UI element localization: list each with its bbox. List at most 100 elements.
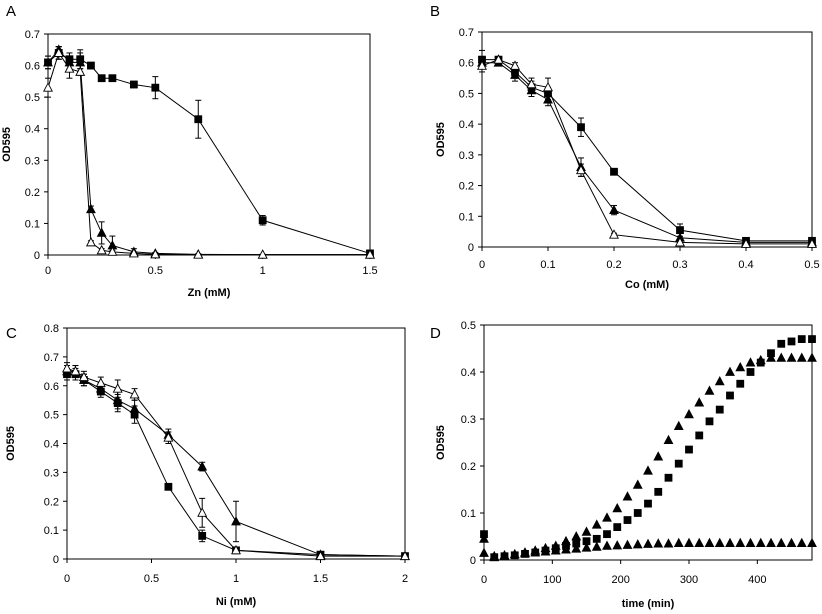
y-tick-label: 0.4 — [461, 367, 476, 379]
data-point-filled-triangle — [612, 502, 623, 513]
data-point-open-triangle — [197, 507, 208, 517]
data-point-filled-triangle — [643, 465, 653, 475]
data-point-filled-square — [87, 61, 95, 70]
x-tick-label: 0 — [45, 265, 51, 277]
data-point-filled-triangle — [632, 539, 643, 549]
x-axis-title: Ni (mM) — [216, 596, 257, 608]
data-point-filled-triangle — [43, 57, 53, 67]
x-tick-label: 0.1 — [540, 259, 555, 271]
y-tick-label: 0.7 — [459, 27, 474, 39]
data-point-filled-triangle — [745, 357, 756, 367]
y-axis-title: OD595 — [5, 426, 17, 461]
data-point-filled-triangle — [663, 434, 674, 445]
series-line — [482, 62, 812, 243]
series-3 — [479, 533, 817, 561]
data-point-filled-square — [664, 473, 673, 482]
series-1 — [480, 335, 816, 562]
series-line — [481, 59, 812, 245]
data-point-filled-triangle — [735, 537, 746, 547]
data-point-filled-triangle — [561, 544, 571, 554]
x-tick-label: 0 — [479, 259, 485, 271]
data-point-open-triangle — [78, 371, 89, 382]
data-point-filled-triangle — [96, 227, 107, 237]
panel-c: C 0 0.1 0.2 0.3 0.4 0.5 0.6 0.7 0.8 0 0.5 1 1.5 2 Ni (m… — [5, 323, 410, 608]
y-tick-label: 0 — [53, 554, 59, 566]
data-point-filled-square — [808, 335, 816, 344]
series-line — [47, 49, 370, 256]
data-point-filled-square — [736, 379, 745, 388]
data-point-filled-triangle — [673, 420, 684, 430]
y-tick-label: 0.6 — [459, 58, 474, 70]
data-point-filled-triangle — [581, 542, 592, 552]
series-line — [47, 51, 370, 256]
x-tick-label: 0.3 — [672, 259, 687, 271]
data-point-open-triangle — [75, 66, 86, 76]
x-tick-label: 0 — [481, 574, 487, 586]
data-point-filled-square — [644, 499, 652, 508]
y-tick-label: 0.1 — [461, 508, 476, 520]
y-tick-label: 0.6 — [44, 381, 59, 393]
series-2 — [479, 352, 817, 562]
y-axis-title: OD595 — [435, 425, 447, 460]
data-point-filled-triangle — [510, 69, 520, 79]
data-point-filled-square — [97, 74, 106, 83]
data-point-filled-square — [715, 405, 724, 414]
data-point-filled-triangle — [540, 546, 551, 556]
x-tick-label: 1 — [233, 573, 239, 585]
data-point-open-triangle — [112, 383, 123, 393]
data-point-filled-triangle — [112, 394, 123, 405]
data-point-open-triangle — [741, 238, 751, 248]
panel-b: B 0 0.1 0.2 0.3 0.4 0.5 0.6 0.7 0 0.1 0.2 0.3 0.4 0.5 C… — [430, 3, 820, 291]
data-point-open-triangle — [257, 249, 268, 259]
data-point-filled-square — [613, 523, 622, 531]
data-point-open-triangle — [128, 247, 139, 258]
y-tick-label: 0.2 — [459, 181, 474, 193]
data-point-filled-square — [198, 532, 207, 540]
y-tick-label: 0.2 — [44, 496, 59, 508]
panel-letter: C — [6, 325, 17, 342]
x-tick-label: 0.5 — [148, 265, 163, 277]
y-tick-label: 0 — [34, 250, 40, 262]
data-point-filled-square — [674, 459, 683, 468]
series-3 — [43, 46, 375, 259]
x-tick-label: 0.5 — [804, 259, 819, 271]
data-point-filled-triangle — [622, 491, 633, 501]
data-point-filled-triangle — [714, 376, 725, 386]
data-point-open-triangle — [365, 249, 375, 259]
data-point-filled-triangle — [755, 354, 766, 365]
data-point-filled-triangle — [684, 537, 694, 547]
data-point-filled-square — [654, 487, 663, 496]
data-point-filled-triangle — [571, 531, 582, 541]
x-axis-title: Zn (mM) — [188, 287, 231, 299]
data-point-filled-triangle — [643, 538, 653, 548]
data-point-open-triangle — [807, 238, 817, 248]
data-point-open-triangle — [315, 550, 326, 561]
data-point-filled-triangle — [550, 545, 561, 555]
data-point-open-triangle — [477, 60, 487, 70]
data-point-filled-triangle — [755, 537, 766, 547]
data-point-filled-square — [746, 368, 755, 376]
data-point-filled-triangle — [704, 537, 715, 547]
data-point-filled-triangle — [776, 352, 787, 362]
data-point-filled-triangle — [612, 540, 623, 550]
x-axis-title: Co (mM) — [625, 279, 669, 291]
y-tick-label: 0.2 — [25, 187, 40, 199]
panel-letter: D — [430, 325, 441, 342]
data-point-filled-triangle — [653, 451, 664, 461]
x-tick-label: 400 — [748, 574, 766, 586]
panel-letter: A — [6, 3, 16, 20]
data-point-open-triangle — [526, 78, 537, 89]
x-axis-title: time (min) — [622, 598, 675, 610]
data-point-filled-triangle — [786, 537, 797, 547]
data-point-filled-triangle — [499, 549, 510, 560]
data-point-filled-triangle — [725, 537, 735, 547]
data-point-filled-triangle — [694, 537, 705, 547]
data-point-filled-square — [787, 337, 796, 346]
data-point-filled-triangle — [602, 512, 612, 522]
y-tick-label: 0.5 — [461, 320, 476, 332]
series-1 — [478, 49, 816, 245]
data-point-filled-triangle — [581, 526, 592, 536]
data-point-filled-triangle — [807, 352, 817, 362]
data-point-filled-square — [623, 516, 632, 524]
